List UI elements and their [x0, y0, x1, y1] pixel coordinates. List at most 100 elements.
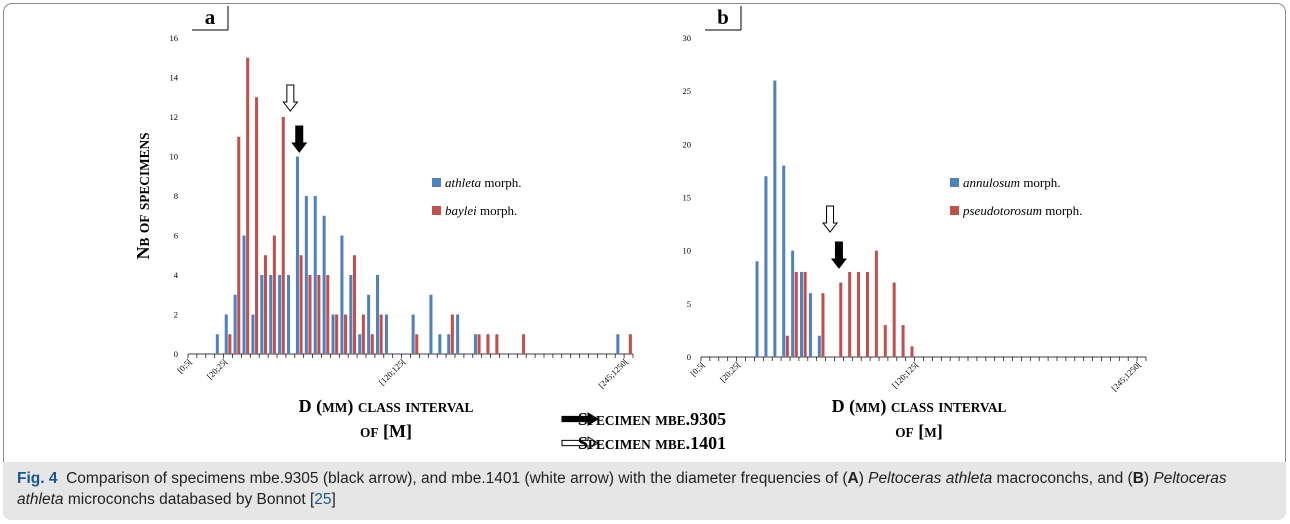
bar-annulosum	[808, 293, 812, 357]
x-tick-label: [120;125[	[890, 359, 921, 390]
bar-annulosum	[800, 271, 804, 357]
bar-athleta	[456, 314, 460, 354]
y-tick-label: 12	[170, 112, 179, 122]
caption-text: ]	[331, 491, 336, 508]
bar-baylei	[361, 314, 365, 354]
bar-baylei	[344, 314, 348, 354]
bar-pseudotorosum	[839, 282, 843, 357]
bar-athleta	[367, 294, 371, 354]
bar-baylei	[450, 314, 454, 354]
bar-athleta	[278, 275, 282, 354]
legend-swatch-baylei	[432, 206, 441, 215]
x-axis-title: D (MM) CLASS INTERVAL	[299, 396, 474, 417]
bar-athleta	[313, 196, 317, 354]
x-axis-title: D (MM) CLASS INTERVAL	[832, 396, 1007, 417]
bar-baylei	[246, 57, 250, 354]
bar-athleta	[358, 334, 362, 354]
bar-pseudotorosum	[848, 271, 852, 357]
x-tick-label: [0;5[	[175, 356, 194, 375]
bar-pseudotorosum	[865, 271, 869, 357]
bar-athleta	[376, 275, 380, 354]
x-axis-title: OF [M]	[895, 421, 943, 441]
bar-baylei	[415, 334, 419, 354]
caption-fig-label: Fig. 4	[17, 470, 58, 487]
y-tick-label: 25	[683, 86, 692, 96]
bar-annulosum	[817, 335, 821, 357]
caption-text: )	[858, 470, 869, 487]
bar-baylei	[237, 136, 241, 354]
bar-pseudotorosum	[803, 271, 807, 357]
legend-swatch-annulosum	[950, 178, 959, 187]
bar-athleta	[260, 275, 264, 354]
y-tick-label: 20	[683, 139, 692, 149]
bar-pseudotorosum	[901, 325, 905, 357]
x-tick-label: [20;25[	[718, 359, 743, 384]
legend-label-pseudotorosum: pseudotorosum morph.	[962, 203, 1082, 218]
y-axis-title: NB OF SPECIMENS	[133, 132, 153, 259]
bar-pseudotorosum	[892, 282, 896, 357]
y-tick-label: 2	[174, 310, 178, 320]
caption-species: Peltoceras athleta	[17, 470, 1227, 508]
bar-annulosum	[755, 261, 759, 357]
caption-text: macroconchs, and (	[992, 470, 1133, 487]
panel-letter: b	[717, 5, 729, 29]
bar-athleta	[438, 334, 442, 354]
black-arrow-mbe9305	[830, 241, 847, 269]
bar-athleta	[304, 196, 308, 354]
legend-label-baylei: baylei morph.	[445, 203, 517, 218]
bar-baylei	[308, 275, 312, 354]
caption-background	[3, 462, 1286, 520]
y-tick-label: 15	[683, 193, 692, 203]
bar-baylei	[370, 334, 374, 354]
bar-pseudotorosum	[794, 271, 798, 357]
y-tick-label: 0	[687, 352, 691, 362]
bar-athleta	[331, 314, 335, 354]
bar-baylei	[486, 334, 490, 354]
x-tick-label: [20;25[	[205, 356, 230, 381]
bar-annulosum	[782, 165, 786, 357]
y-tick-label: 6	[174, 231, 178, 241]
bar-baylei	[317, 275, 321, 354]
y-tick-label: 5	[687, 299, 691, 309]
white-arrow-mbe1401	[822, 205, 839, 233]
y-tick-label: 0	[174, 349, 178, 359]
bar-athleta	[224, 314, 228, 354]
y-tick-label: 10	[683, 246, 692, 256]
bar-baylei	[477, 334, 481, 354]
bar-athleta	[215, 334, 219, 354]
bar-baylei	[255, 97, 259, 354]
bar-baylei	[281, 117, 285, 354]
legend-label-athleta: athleta morph.	[445, 175, 522, 190]
x-axis-title: OF [M]	[360, 421, 412, 441]
bar-pseudotorosum	[910, 346, 914, 357]
panel-letter: a	[205, 5, 216, 29]
white-arrow-mbe1401	[282, 84, 299, 112]
bar-athleta	[349, 275, 353, 354]
bar-annulosum	[764, 176, 768, 357]
bar-baylei	[379, 314, 383, 354]
bar-athleta	[295, 156, 299, 354]
bar-baylei	[326, 275, 330, 354]
bar-baylei	[628, 334, 632, 354]
x-tick-label: [120;125[	[377, 356, 408, 387]
y-tick-label: 30	[683, 33, 692, 43]
legend-swatch-pseudotorosum	[950, 206, 959, 215]
bar-baylei	[495, 334, 499, 354]
bar-athleta	[287, 275, 291, 354]
bar-athleta	[384, 314, 388, 354]
legend-white-arrow	[561, 436, 599, 450]
x-tick-label: [245;1250[	[1109, 359, 1143, 393]
legend-swatch-athleta	[432, 178, 441, 187]
bar-athleta	[233, 294, 237, 354]
bar-annulosum	[791, 250, 795, 357]
bar-baylei	[228, 334, 232, 354]
caption-species: Peltoceras athleta	[868, 470, 993, 487]
bar-athleta	[340, 235, 344, 354]
x-tick-label: [0;5[	[688, 359, 707, 378]
bar-athleta	[429, 294, 433, 354]
bar-athleta	[322, 215, 326, 354]
legend-black-arrow-label: SPECIMEN MBE.9305	[578, 409, 726, 429]
caption-reference-link[interactable]: 25	[314, 491, 332, 508]
bar-athleta	[473, 334, 477, 354]
bar-pseudotorosum	[883, 325, 887, 357]
